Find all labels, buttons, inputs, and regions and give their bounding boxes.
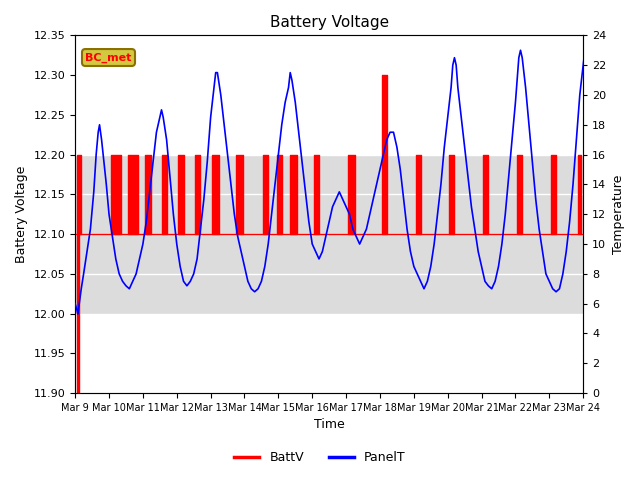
Y-axis label: Temperature: Temperature [612, 175, 625, 254]
Text: BC_met: BC_met [85, 52, 132, 63]
Bar [75, 155, 583, 313]
Y-axis label: Battery Voltage: Battery Voltage [15, 166, 28, 263]
Title: Battery Voltage: Battery Voltage [269, 15, 388, 30]
X-axis label: Time: Time [314, 419, 344, 432]
Legend: BattV, PanelT: BattV, PanelT [229, 446, 411, 469]
